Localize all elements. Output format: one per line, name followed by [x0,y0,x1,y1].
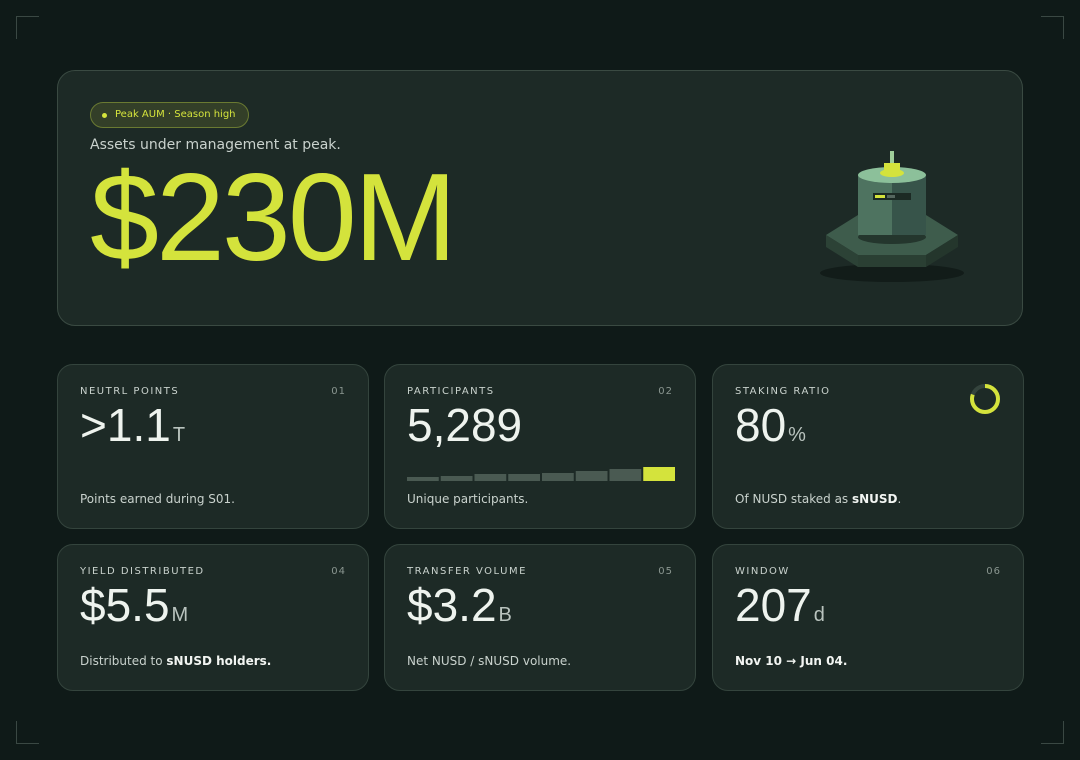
card-label: STAKING RATIO [735,386,831,397]
caption-part: Unique participants. [407,492,529,506]
card-value: 207 d [735,578,825,632]
card-index: 02 [658,386,673,397]
stat-card: YIELD DISTRIBUTED 04 $5.5 M Distributed to s… [57,544,369,691]
stat-card: NEUTRL POINTS 01 >1.1 T Points earned during… [57,364,369,529]
hero-value: $230M [90,149,457,287]
subtitle: Assets under management at peak. [90,137,341,153]
caption-part: Nov 10 → Jun 04. [735,654,848,668]
ring [970,384,1000,414]
corner [16,16,39,39]
caption-part: . [897,492,902,506]
value-unit: % [788,424,806,446]
value-unit: M [171,604,189,626]
value-number: 207 [735,579,812,631]
card-index: 06 [986,566,1001,577]
bar [407,477,439,481]
card-value: $3.2 B [407,578,512,632]
bar [542,473,574,481]
value-number: $3.2 [407,579,497,631]
card-value: 5,289 [407,398,522,452]
bar [643,467,675,481]
caption-part: Of NUSD staked as [735,492,852,506]
card-index: 04 [331,566,346,577]
stat-card: WINDOW 06 207 d Nov 10 → Jun 04. [712,544,1024,691]
card-caption: Distributed to sNUSD holders. [80,654,271,668]
card-caption: Net NUSD / sNUSD volume. [407,654,571,668]
value-number: 5,289 [407,399,523,451]
value-unit: T [172,424,186,446]
card-label: YIELD DISTRIBUTED [80,566,205,577]
corner [16,721,39,744]
bar [508,474,540,481]
illustration [820,151,964,282]
caption-part: sNUSD [851,492,898,506]
value-number: >1.1 [80,399,171,451]
card-value: >1.1 T [80,398,185,452]
hero-card: Peak AUM · Season high Assets under mana… [57,70,1023,326]
corner [1041,16,1064,39]
card-label: TRANSFER VOLUME [407,566,527,577]
value-unit: d [813,604,825,626]
stat-card: TRANSFER VOLUME 05 $3.2 B Net NUSD / sNUSD v… [384,544,696,691]
stat-card: PARTICIPANTS 02 5,289 Unique participants. [384,364,696,529]
caption-part: Points earned during S01. [80,492,235,506]
stat-card: STAKING RATIO 80% Of NUSD staked as sNUSD. [712,364,1024,529]
value-number: $5.5 [80,579,170,631]
caption-part: Distributed to [80,654,167,668]
card-caption: Points earned during S01. [80,492,235,506]
caption-part: sNUSD holders. [166,654,272,668]
card-value: 80% [735,398,806,452]
value-number: 80 [735,399,787,451]
value-unit: B [498,604,512,626]
ring-arc [970,384,1000,414]
card-caption: Nov 10 → Jun 04. [735,654,847,668]
card-index: 05 [658,566,673,577]
card-value: $5.5 M [80,578,188,632]
bar [575,471,608,481]
corner [1041,721,1064,744]
card-label: NEUTRL POINTS [80,386,180,397]
bar [474,474,507,481]
caption-part: Net NUSD / sNUSD volume. [407,654,572,668]
card-label: WINDOW [735,566,790,577]
card-caption: Unique participants. [407,492,528,506]
bar [609,469,642,481]
badge: Peak AUM · Season high [90,102,249,128]
card-index: 01 [331,386,346,397]
bar [440,476,473,481]
bar-strip [407,467,675,481]
card-label: PARTICIPANTS [407,386,495,397]
card-caption: Of NUSD staked as sNUSD. [735,492,901,506]
